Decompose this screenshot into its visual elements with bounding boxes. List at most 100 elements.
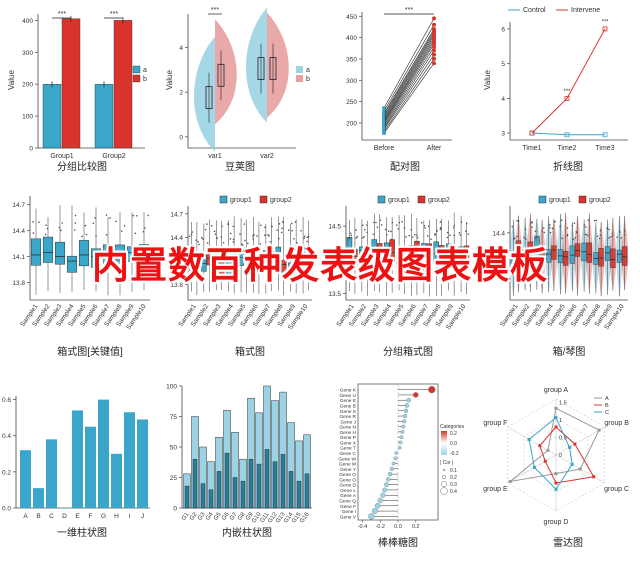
lollipop-category-label: Gene T	[340, 446, 356, 452]
nested-bar-ytick-label: 50	[170, 445, 178, 452]
box-keypoint-outlier	[60, 229, 62, 232]
lollipop-point	[384, 482, 389, 487]
simple-bar-caption: 一维柱状图	[57, 526, 107, 539]
simple-bar-xtick-label: E	[75, 513, 80, 520]
radar-axis-label: group F	[483, 420, 507, 427]
violin-grouped-outlier	[619, 231, 621, 233]
radar-axis-label: group E	[483, 486, 508, 493]
lollipop-category-label: Gene I	[342, 509, 356, 515]
grouped-bar-ytick-label: 0	[29, 146, 33, 153]
box-grouped-outlier	[243, 223, 246, 225]
lollipop-colorbar-label: 0.2	[450, 431, 457, 437]
nested-bar-caption: 内嵌柱状图	[222, 526, 272, 539]
box-keypoint-box	[114, 244, 126, 270]
simple-bar-bar	[137, 419, 148, 508]
box-grouped-outlier	[247, 242, 249, 245]
box-grouped-outlier	[307, 235, 310, 238]
box-grouped-outlier	[306, 240, 308, 243]
simple-bar-bar	[85, 426, 96, 508]
box-split-outlier	[401, 220, 403, 223]
box-split-ytick-label: 14.5	[328, 224, 341, 231]
nested-bar-inner-bar	[216, 471, 222, 509]
line-time-point	[602, 26, 608, 32]
box-keypoint-outlier	[61, 222, 64, 224]
lollipop-xtick-label: -0.4	[358, 524, 367, 530]
grouped-bar-sig-label: ***	[110, 11, 118, 18]
box-grouped-ytick-label: 13.8	[170, 282, 183, 289]
nested-bar-inner-bar	[272, 461, 278, 509]
box-grouped-box	[194, 254, 200, 279]
box-grouped-outlier	[281, 221, 284, 223]
lollipop-xtick-label: -0.2	[375, 524, 384, 530]
grouped-bar-bar	[61, 18, 81, 149]
lollipop-point	[382, 487, 388, 493]
nested-bar-inner-bar	[248, 459, 254, 509]
box-split-outlier	[364, 228, 366, 231]
lollipop-category-label: Gene U	[339, 393, 356, 399]
lollipop-point	[368, 513, 375, 520]
box-split-outlier	[414, 233, 416, 236]
violin-grouped-outlier	[566, 227, 569, 229]
split-violin-ytick-label: 2	[179, 90, 183, 97]
grouped-bar-xtick-label: Group2	[102, 153, 125, 160]
box-keypoint-box	[42, 236, 54, 263]
grouped-bar-ylabel: Value	[7, 70, 16, 90]
violin-grouped-outlier	[599, 234, 602, 237]
simple-bar-xtick-label: C	[49, 513, 54, 520]
line-time-legend-label: Control	[523, 7, 546, 14]
violin-grouped-outlier	[549, 231, 552, 234]
box-keypoint-ytick-label: 14.4	[12, 228, 25, 235]
box-grouped-outlier	[202, 238, 204, 240]
lollipop-size-label: 0.3	[450, 482, 457, 488]
box-split-box	[445, 243, 452, 257]
box-split-outlier	[424, 227, 426, 229]
box-keypoint-outlier	[109, 217, 111, 219]
box-split-box	[408, 245, 415, 264]
simple-bar-bar	[59, 508, 70, 509]
radar-point	[578, 467, 582, 471]
radar-point	[570, 462, 574, 466]
box-split-outlier	[439, 227, 442, 229]
box-split-outlier	[416, 234, 418, 236]
box-grouped-outlier	[252, 235, 254, 237]
box-grouped-outlier	[214, 233, 217, 235]
lollipop-point	[399, 435, 404, 440]
box-grouped-ytick-label: 14.1	[170, 258, 183, 265]
violin-grouped-box	[610, 248, 616, 268]
paired-ytick-label: 250	[346, 99, 357, 106]
box-grouped-outlier	[206, 223, 208, 225]
box-keypoint-outlier	[132, 214, 135, 217]
box-split-box	[426, 243, 433, 260]
violin-grouped-outlier	[548, 226, 551, 229]
box-grouped-outlier	[191, 231, 194, 233]
grouped-bar-legend-label: a	[143, 67, 147, 74]
lollipop-size-title: | Cor |	[440, 460, 453, 466]
split-violin-half-a	[245, 7, 267, 123]
grouped-bar-ytick-label: 400	[22, 18, 33, 25]
radar-axis-label: group A	[544, 387, 568, 394]
box-grouped-box	[305, 255, 312, 274]
radar-point	[538, 444, 542, 448]
violin-grouped-box	[605, 246, 611, 261]
line-time-xtick-label: Time1	[522, 145, 541, 152]
nested-bar-xtick-label: G16	[299, 511, 311, 524]
split-violin-xtick-label: var1	[208, 153, 222, 160]
box-split-outlier	[387, 230, 390, 232]
paired-sig-label: ***	[405, 7, 413, 14]
box-keypoint-outlier	[46, 227, 49, 230]
paired-line	[383, 50, 435, 129]
violin-grouped-box	[527, 241, 533, 258]
box-grouped-outlier	[222, 241, 225, 244]
lollipop-point	[386, 477, 391, 482]
violin-grouped-legend-key	[578, 195, 587, 204]
lollipop-point	[413, 392, 419, 398]
lollipop-size-key	[442, 468, 446, 472]
nested-bar-inner-bar	[296, 480, 302, 509]
box-split-outlier	[403, 227, 406, 229]
box-grouped-box	[201, 254, 207, 272]
box-keypoint-outlier	[134, 232, 137, 235]
paired-line	[383, 35, 435, 119]
nested-bar-inner-bar	[232, 477, 238, 509]
simple-bar-ytick-label: 0.2	[2, 469, 11, 476]
violin-grouped-outlier	[611, 234, 614, 237]
